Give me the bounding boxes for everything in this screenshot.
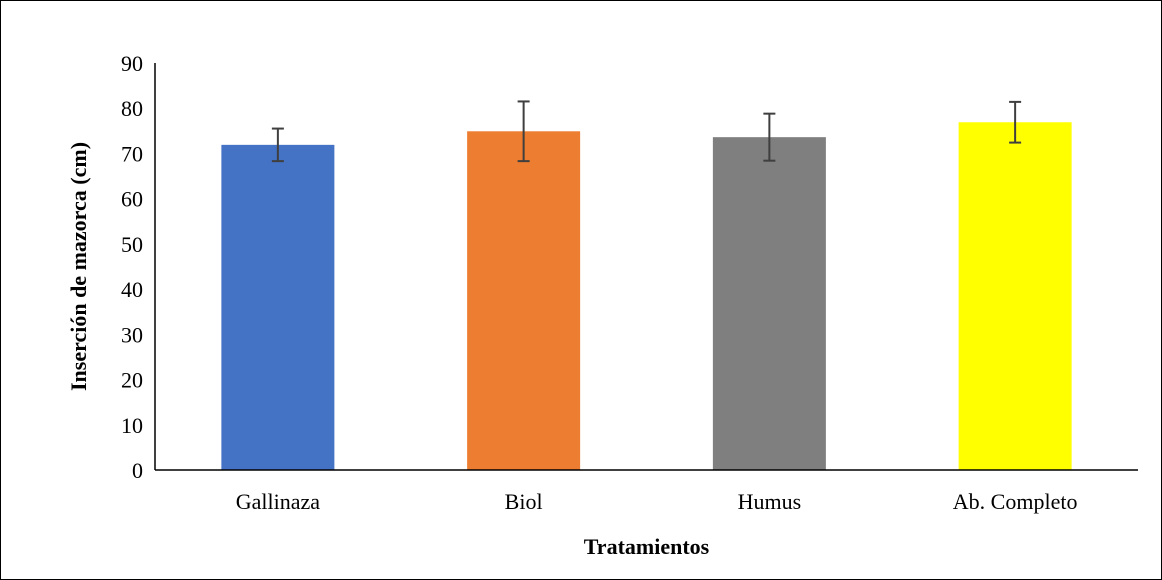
bar: [958, 122, 1072, 470]
x-tick-label: Ab. Completo: [953, 489, 1078, 514]
error-bar: [517, 100, 530, 163]
x-tick-labels: Gallinaza Biol Humus Ab. Completo: [236, 489, 1078, 514]
bar: [712, 137, 826, 471]
x-tick-label: Gallinaza: [236, 489, 321, 514]
y-tick-label: 10: [121, 413, 143, 438]
bar: [467, 131, 581, 470]
axes-layer: [154, 63, 1138, 471]
y-tick-label: 60: [121, 187, 143, 212]
y-tick-label: 50: [121, 232, 143, 257]
y-tick-label: 80: [121, 96, 143, 121]
x-axis-title: Tratamientos: [584, 534, 710, 559]
bar: [221, 144, 335, 470]
y-tick-label: 90: [121, 51, 143, 76]
y-tick-label: 20: [121, 368, 143, 393]
bars-layer: [221, 122, 1072, 471]
y-tick-label: 30: [121, 322, 143, 347]
error-bar: [1009, 100, 1022, 144]
y-tick-labels: 0 10 20 30 40 50 60 70 80 90: [121, 51, 143, 483]
y-tick-label: 40: [121, 277, 143, 302]
x-tick-label: Humus: [738, 489, 802, 514]
y-axis-title: Inserción de mazorca (cm): [66, 142, 91, 391]
y-tick-label: 70: [121, 141, 143, 166]
error-bars-layer: [271, 100, 1022, 163]
error-bar: [763, 112, 776, 162]
x-tick-label: Biol: [505, 489, 543, 514]
y-tick-label: 0: [132, 458, 143, 483]
error-bar: [271, 127, 284, 163]
